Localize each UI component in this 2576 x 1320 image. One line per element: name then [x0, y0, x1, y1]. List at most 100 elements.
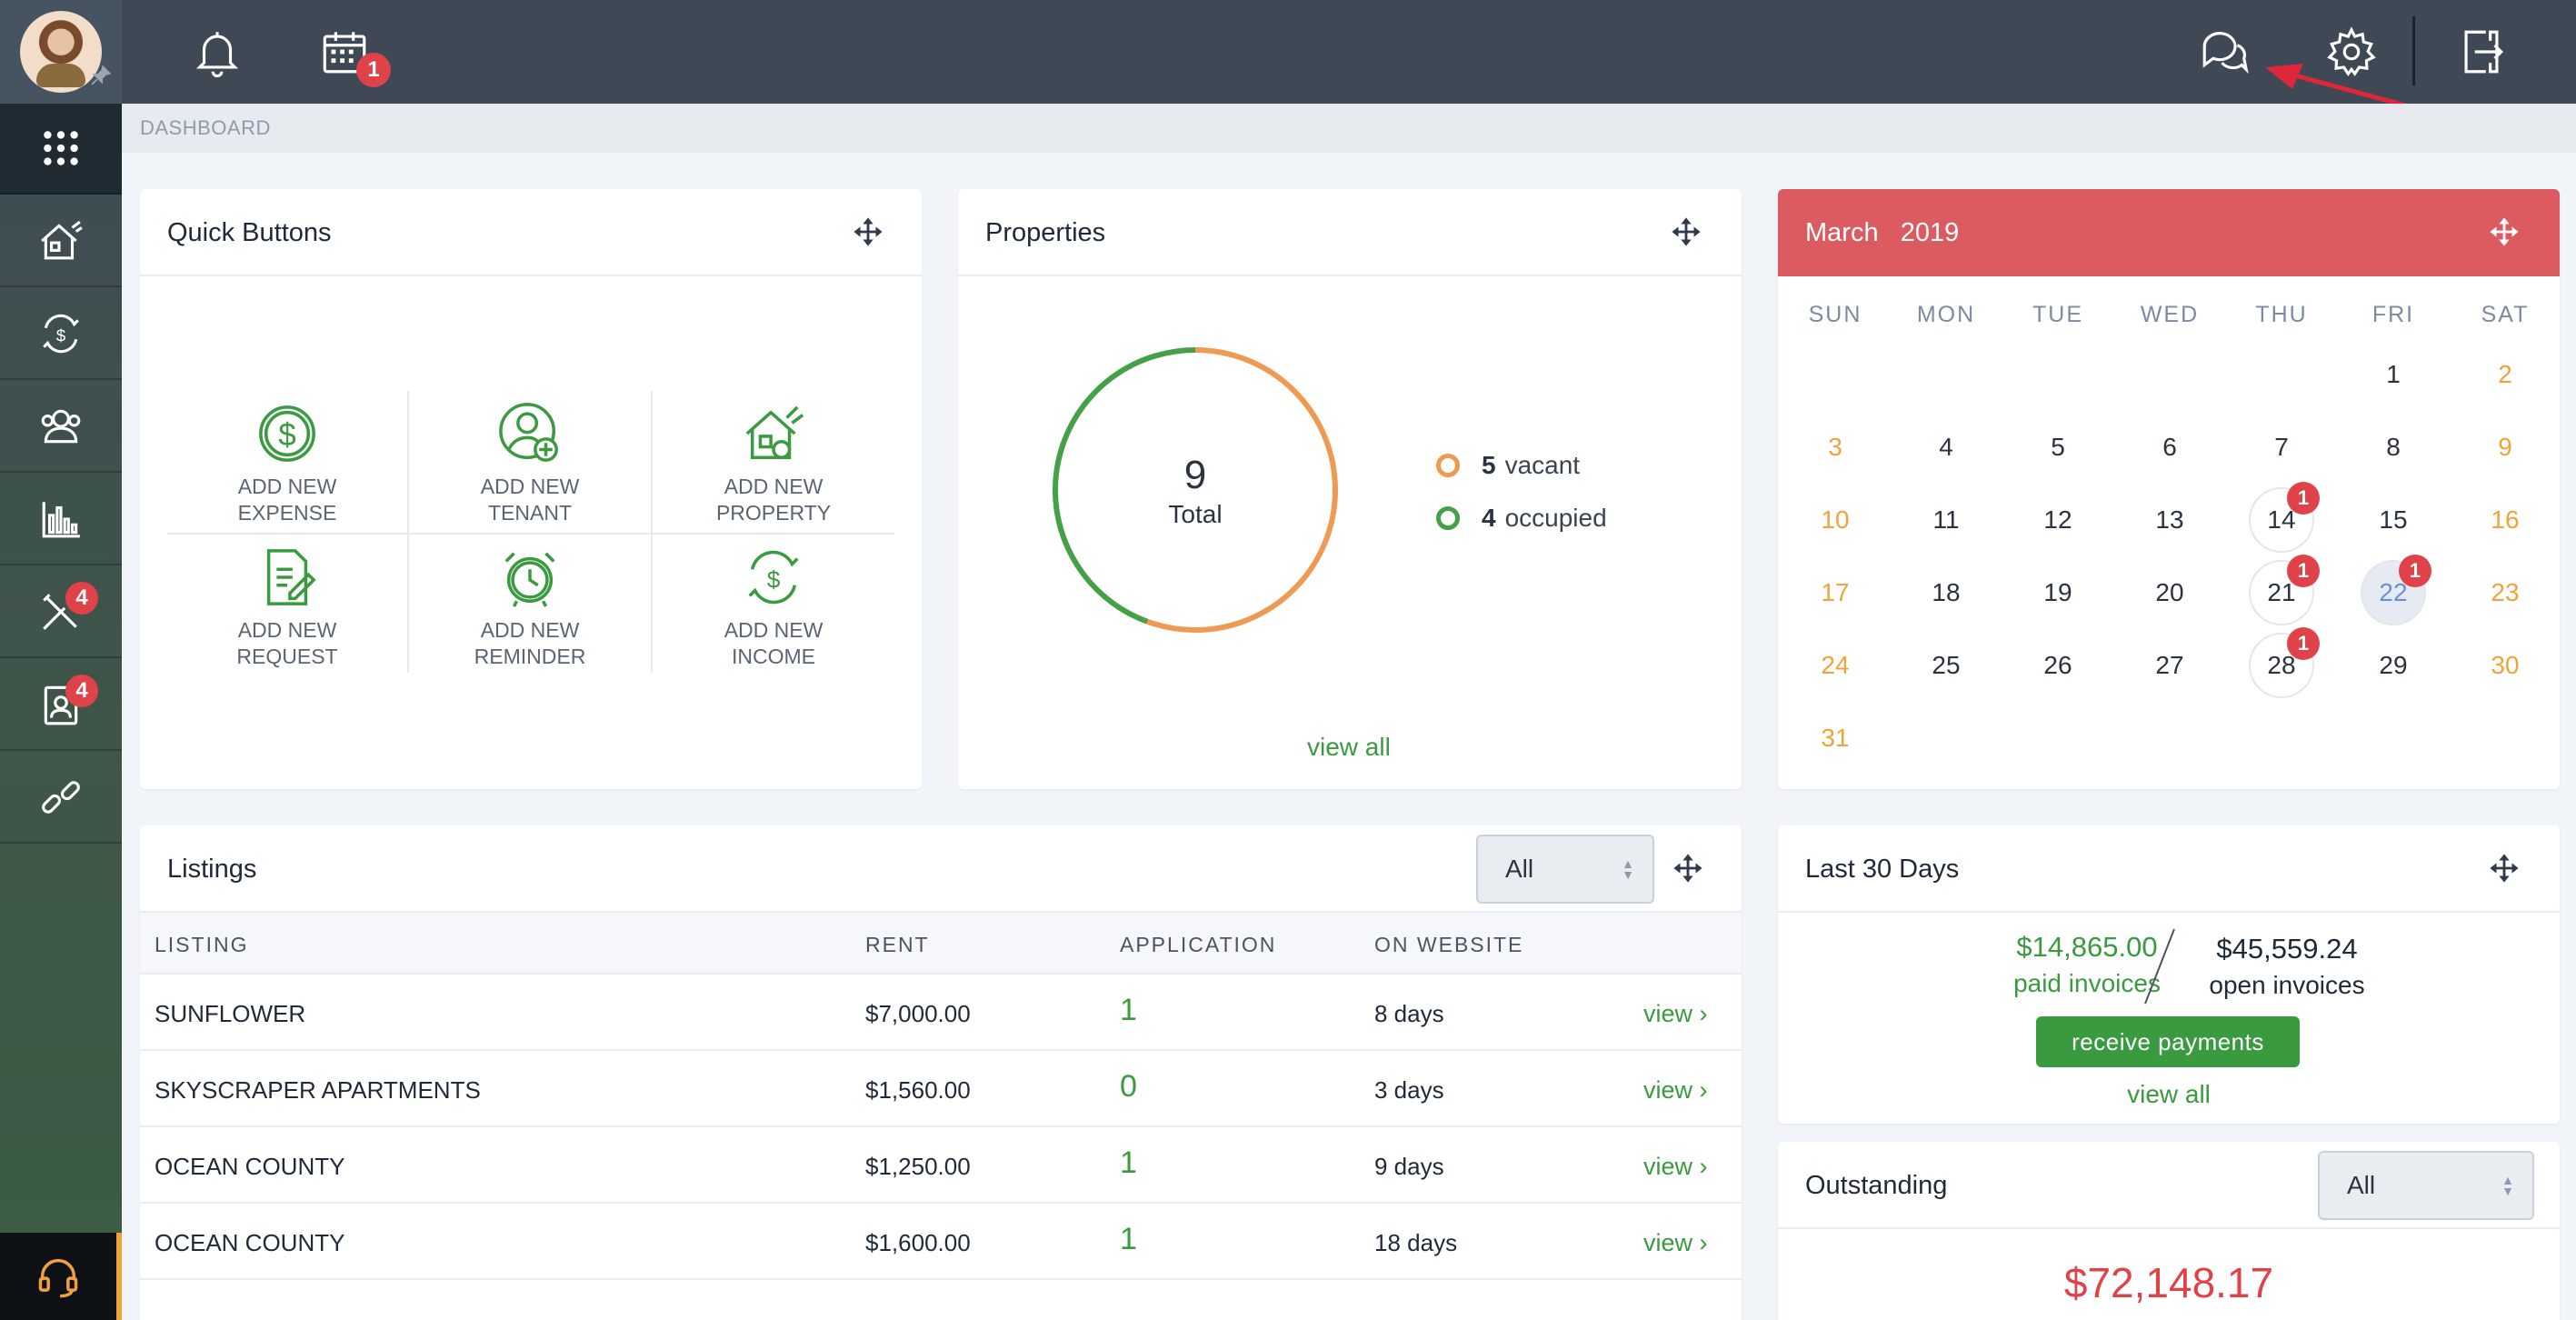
calendar-year[interactable]: 2019 — [1900, 218, 1960, 247]
sidebar-item-reports[interactable] — [0, 475, 122, 565]
sidebar-item-apps[interactable] — [0, 104, 122, 195]
move-icon[interactable] — [853, 216, 884, 247]
open-invoices-amount[interactable]: $45,559.24 — [2216, 933, 2358, 965]
legend-vacant: 5 vacant — [1436, 451, 1580, 480]
calendar-day[interactable]: 27 — [2137, 633, 2202, 698]
support-button[interactable] — [0, 1233, 122, 1320]
dollar-coin-icon: $ — [259, 405, 315, 462]
add-property-button[interactable]: ADD NEW PROPERTY — [652, 391, 895, 535]
calendar-day[interactable]: 7 — [2249, 415, 2314, 480]
calendar-day[interactable]: 1 — [2361, 342, 2426, 407]
calendar-day[interactable]: 9 — [2472, 415, 2538, 480]
col-application[interactable]: APPLICATION — [1120, 933, 1277, 956]
calendar-day[interactable]: 30 — [2472, 633, 2538, 698]
calendar-day[interactable]: 15 — [2361, 487, 2426, 553]
add-income-button[interactable]: $ ADD NEW INCOME — [652, 535, 895, 678]
outstanding-title: Outstanding — [1805, 1171, 1948, 1200]
listing-applications[interactable]: 1 — [1120, 1145, 1137, 1180]
add-expense-button[interactable]: $ ADD NEW EXPENSE — [165, 391, 409, 535]
col-listing[interactable]: LISTING — [155, 933, 249, 956]
properties-view-all-link[interactable]: view all — [1307, 733, 1391, 761]
calendar-day[interactable]: 29 — [2361, 633, 2426, 698]
table-row[interactable]: SKYSCRAPER APARTMENTS $1,560.00 0 3 days… — [140, 1051, 1742, 1127]
move-icon[interactable] — [2489, 216, 2520, 247]
sidebar-item-properties[interactable] — [0, 196, 122, 287]
view-link[interactable]: view › — [1643, 1000, 1708, 1028]
calendar-day[interactable]: 6 — [2137, 415, 2202, 480]
calendar-day[interactable]: 20 — [2137, 560, 2202, 625]
move-icon[interactable] — [1671, 216, 1702, 247]
calendar-day-number: 24 — [1821, 651, 1850, 679]
calendar-day[interactable]: 11 — [1913, 487, 1979, 553]
calendar-day[interactable]: 22 1 — [2361, 555, 2431, 625]
calendar-day[interactable]: 2 — [2472, 342, 2538, 407]
calendar-month[interactable]: March — [1805, 218, 1879, 247]
calendar-day[interactable]: 26 — [2025, 633, 2091, 698]
listing-applications[interactable]: 1 — [1120, 1222, 1137, 1256]
paid-invoices-amount[interactable]: $14,865.00 — [2016, 931, 2158, 963]
document-edit-icon — [266, 549, 316, 605]
calendar-button[interactable]: 1 — [313, 20, 391, 87]
calendar-day-number: 26 — [2043, 651, 2072, 679]
user-avatar[interactable] — [20, 11, 102, 93]
calendar-day[interactable]: 23 — [2472, 560, 2538, 625]
calendar-day[interactable]: 8 — [2361, 415, 2426, 480]
add-reminder-button[interactable]: ADD NEW REMINDER — [408, 535, 652, 678]
link-icon — [42, 781, 80, 814]
calendar-day[interactable]: 5 — [2025, 415, 2091, 480]
calendar-day[interactable]: 10 — [1802, 487, 1868, 553]
calendar-day[interactable]: 21 1 — [2249, 555, 2320, 625]
calendar-day[interactable]: 4 — [1913, 415, 1979, 480]
calendar-day[interactable]: 18 — [1913, 560, 1979, 625]
calendar-day[interactable]: 31 — [1802, 705, 1868, 771]
add-request-button[interactable]: ADD NEW REQUEST — [165, 535, 409, 678]
calendar-day[interactable]: 12 — [2025, 487, 2091, 553]
outstanding-filter-select[interactable]: All ▲ ▼ — [2318, 1151, 2534, 1220]
move-icon[interactable] — [2489, 853, 2520, 884]
notifications-button[interactable] — [185, 20, 249, 84]
messages-button[interactable] — [2192, 20, 2256, 84]
table-row[interactable]: OCEAN COUNTY $1,250.00 1 9 days view › — [140, 1127, 1742, 1204]
view-link[interactable]: view › — [1643, 1076, 1708, 1105]
listings-filter-select[interactable]: All ▲ ▼ — [1476, 835, 1654, 904]
paid-invoices-label[interactable]: paid invoices — [2013, 969, 2161, 997]
avatar[interactable] — [0, 0, 122, 104]
move-icon[interactable] — [1672, 853, 1703, 884]
outstanding-amount[interactable]: $72,148.17 — [2063, 1259, 2274, 1306]
sidebar-item-maintenance[interactable]: 4 — [0, 567, 122, 658]
calendar-day[interactable]: 17 — [1802, 560, 1868, 625]
calendar-day[interactable]: 24 — [1802, 633, 1868, 698]
sidebar-item-accounting[interactable]: $ — [0, 289, 122, 380]
receive-payments-button[interactable]: receive payments — [2036, 1016, 2300, 1067]
calendar-day[interactable]: 16 — [2472, 487, 2538, 553]
open-invoices-label[interactable]: open invoices — [2209, 971, 2365, 999]
breadcrumb[interactable]: DASHBOARD — [140, 116, 271, 139]
calendar-day[interactable]: 13 — [2137, 487, 2202, 553]
sidebar-item-people[interactable] — [0, 382, 122, 473]
calendar-event-badge: 1 — [2399, 555, 2431, 587]
listing-days: 8 days — [1374, 1000, 1444, 1027]
col-on-website[interactable]: ON WEBSITE — [1374, 933, 1524, 956]
sidebar-item-integrations[interactable] — [0, 753, 122, 844]
settings-button[interactable] — [2320, 20, 2383, 84]
calendar-day[interactable]: 19 — [2025, 560, 2091, 625]
calendar-day[interactable]: 25 — [1913, 633, 1979, 698]
calendar-day-number: 29 — [2379, 651, 2408, 679]
last-30-days-view-all-link[interactable]: view all — [2127, 1080, 2211, 1108]
logout-button[interactable] — [2450, 20, 2513, 84]
listing-applications[interactable]: 1 — [1120, 993, 1137, 1027]
house-icon — [41, 220, 83, 260]
listing-applications[interactable]: 0 — [1120, 1069, 1137, 1104]
col-rent[interactable]: RENT — [865, 933, 930, 956]
calendar-day-number: 8 — [2386, 433, 2401, 461]
view-link[interactable]: view › — [1643, 1153, 1708, 1181]
table-row[interactable]: SUNFLOWER $7,000.00 1 8 days view › — [140, 975, 1742, 1051]
pin-icon[interactable] — [89, 64, 113, 87]
view-link[interactable]: view › — [1643, 1229, 1708, 1257]
sidebar-item-leasing[interactable]: 4 — [0, 660, 122, 751]
calendar-day[interactable]: 28 1 — [2249, 627, 2320, 698]
add-tenant-button[interactable]: ADD NEW TENANT — [408, 391, 652, 535]
calendar-day[interactable]: 14 1 — [2249, 482, 2320, 553]
table-row[interactable]: OCEAN COUNTY $1,600.00 1 18 days view › — [140, 1204, 1742, 1280]
calendar-day[interactable]: 3 — [1802, 415, 1868, 480]
